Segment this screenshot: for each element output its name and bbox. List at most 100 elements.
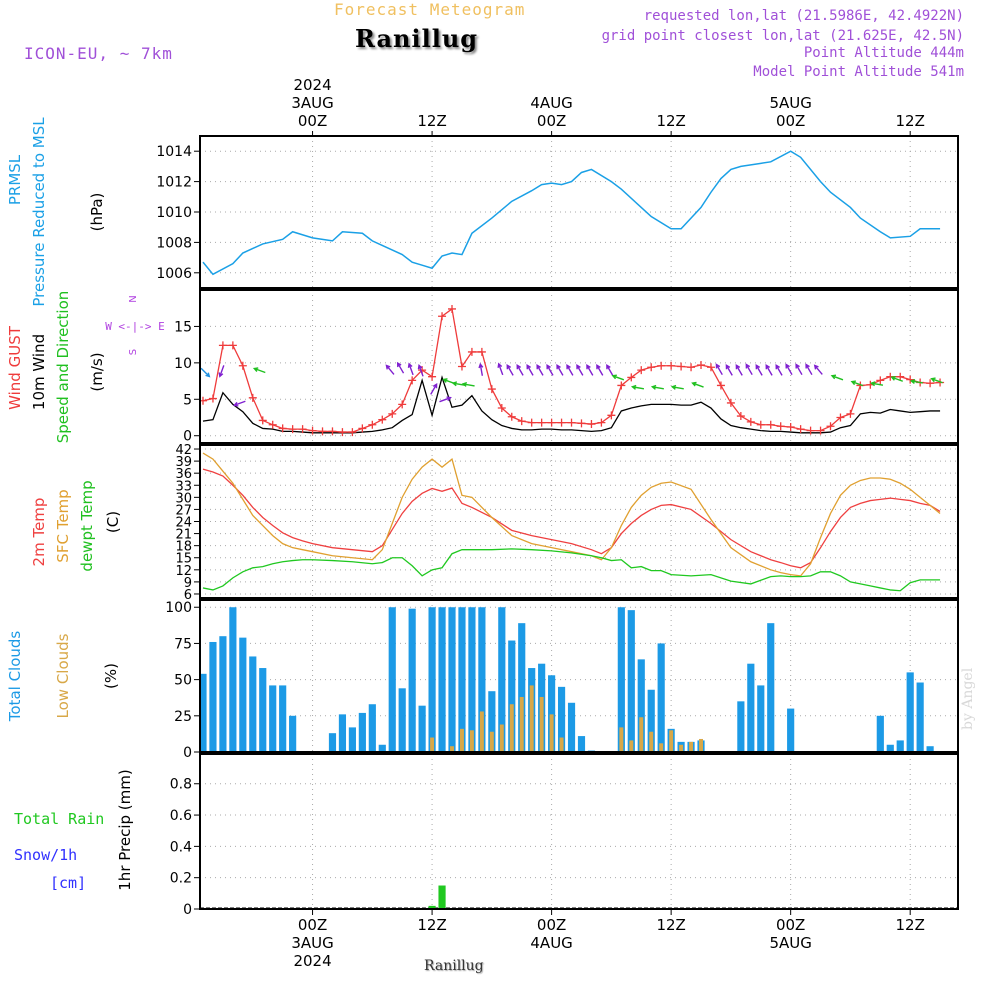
y-axis-unit: (C) (104, 511, 122, 533)
temp-sfc-series-line (202, 452, 941, 577)
y-tick-label: 5 (183, 392, 192, 408)
wind-gust-point (766, 420, 775, 429)
total-clouds-bar (906, 672, 914, 752)
wind-gust-point (517, 417, 526, 426)
top-axis-label: 5AUG (769, 94, 811, 112)
wind-gust-point (547, 418, 556, 427)
total-clouds-bar (488, 691, 496, 752)
total-clouds-bar (567, 702, 576, 752)
y-tick-label: 50 (174, 673, 192, 689)
y-tick-label: 75 (174, 636, 192, 652)
snow-unit-label: [cm] (50, 874, 86, 892)
wind-gust-point (756, 420, 765, 429)
y-tick-label: 0 (183, 902, 192, 918)
y-tick-label: 0.8 (170, 777, 192, 793)
y-tick-label: 6 (184, 588, 192, 603)
wind-gust-point (537, 418, 546, 427)
y-axis-label: PRMSL (6, 154, 24, 205)
wind-direction-arrow (407, 362, 414, 376)
y-axis-unit: (m/s) (88, 352, 106, 391)
precip-panel: 0 0.2 0.4 0.6 0.8 Total Rain Snow/1h [cm] (14, 777, 958, 918)
total-rain-label: Total Rain (14, 810, 104, 828)
bottom-axis-label: 00Z (776, 916, 805, 934)
wind-gust-point (796, 425, 805, 434)
wind-gust-point (258, 416, 267, 425)
y-axis-label: Total Clouds (6, 631, 24, 723)
y-tick-label: 24 (175, 516, 192, 531)
model-point-altitude: Model Point Altitude 541m (753, 64, 964, 80)
wind-gust-point (318, 427, 327, 436)
total-clouds-bar (338, 714, 347, 752)
y-axis-unit: (%) (102, 663, 120, 689)
low-clouds-bar (639, 717, 644, 752)
wind-direction-arrow (765, 363, 773, 376)
wind-gust-point (388, 409, 397, 418)
y-tick-label: 1010 (156, 205, 192, 221)
low-clouds-bar (469, 730, 474, 752)
low-clouds-bar (679, 744, 684, 752)
total-clouds-bar (289, 715, 297, 752)
wind-direction-arrow (813, 364, 823, 375)
total-clouds-bar (876, 715, 884, 752)
top-axis-label: 3AUG (291, 94, 333, 112)
y-axis-label: Pressure Reduced to MSL (30, 117, 48, 307)
pressure-series-line (202, 150, 941, 276)
bottom-axis-label: 12Z (896, 916, 925, 934)
wind-direction-arrow (526, 363, 534, 376)
wind-gust-point (846, 409, 855, 418)
wind-direction-arrow (497, 362, 504, 376)
bottom-axis-label: 12Z (417, 916, 446, 934)
total-clouds-bar (408, 608, 416, 752)
wind-gust-point (527, 418, 536, 427)
wind-gust-point (577, 419, 586, 428)
clouds-panel: 0 25 50 75 100 (165, 600, 958, 761)
wind-direction-arrow (611, 374, 625, 381)
wind-gust-point (826, 422, 835, 431)
total-clouds-bar (757, 685, 765, 752)
grid-lines (312, 136, 911, 909)
wind-gust-point (438, 312, 447, 321)
wind-direction-arrow (909, 379, 923, 385)
wind-gust-point (597, 418, 606, 427)
total-clouds-bar (787, 708, 795, 752)
total-clouds-bar (259, 668, 267, 752)
y-tick-label: 12 (175, 564, 192, 579)
y-tick-label: 21 (175, 528, 192, 543)
location-title: Ranillug (355, 24, 479, 53)
y-tick-label: 39 (175, 455, 192, 470)
total-clouds-bar (637, 659, 645, 752)
low-clouds-bar (529, 685, 534, 752)
wind-gust-point (408, 376, 417, 385)
y-axis-label: dewpt Temp (78, 480, 96, 571)
low-clouds-bar (489, 731, 494, 752)
total-clouds-bar (916, 682, 924, 752)
low-clouds-bar (499, 724, 504, 752)
wind-direction-arrow (566, 363, 574, 376)
panel-frame (199, 289, 959, 444)
total-clouds-bar (747, 663, 755, 752)
wind-gust-point (637, 366, 646, 375)
y-tick-label: 0.6 (170, 808, 192, 824)
wind-gust-point (497, 404, 506, 413)
wind-direction-arrow (630, 384, 645, 390)
model-label: ICON-EU, ~ 7km (24, 44, 173, 63)
wind-gust-point (896, 372, 905, 381)
wind-direction-arrow (546, 363, 554, 376)
total-clouds-bar (348, 727, 356, 752)
wind-direction-arrow (890, 375, 904, 382)
total-clouds-bar (418, 705, 426, 752)
total-clouds-bar (209, 641, 217, 752)
dewpoint-series-line (202, 548, 941, 592)
y-tick-label: 27 (175, 503, 192, 518)
low-clouds-bar (539, 696, 544, 752)
grid-point-coordinates: grid point closest lon,lat (21.625E, 42.… (601, 28, 964, 44)
y-tick-label: 0.4 (170, 839, 192, 855)
wind-direction-arrow (715, 363, 723, 376)
top-axis-label: 2024 (293, 76, 331, 94)
wind-gust-point (677, 362, 686, 371)
low-clouds-bar (699, 738, 703, 752)
wind-gust-point (736, 412, 745, 421)
wind-gust-point (268, 420, 277, 429)
